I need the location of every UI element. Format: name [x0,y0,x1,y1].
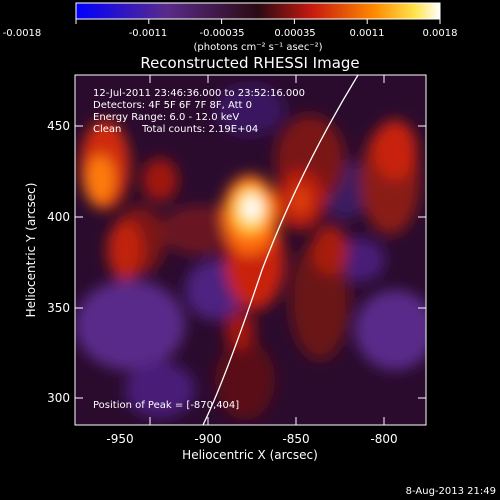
plot-frame [74,74,427,426]
y-axis-label: Heliocentric Y (arcsec) [24,183,38,318]
colorbar-tick-label: -0.0018 [3,28,42,39]
info-time-range: 12-Jul-2011 23:46:36.000 to 23:52:16.000 [93,88,305,99]
y-tick-label: 400 [47,210,70,224]
colorbar [75,2,441,20]
rhessi-image [75,75,426,425]
y-tick-label: 300 [47,391,70,405]
colorbar-tick-label: -0.00035 [200,28,245,39]
solar-limb-curve [202,75,359,425]
colorbar-tick-label: 0.0018 [423,28,458,39]
info-method: Clean [93,124,121,135]
info-detectors: Detectors: 4F 5F 6F 7F 8F, Att 0 [93,100,252,111]
x-tick-label: -950 [106,432,133,446]
x-axis-label: Heliocentric X (arcsec) [182,448,318,462]
x-tick-label: -850 [282,432,309,446]
peak-position-label: Position of Peak = [-870,404] [93,400,239,411]
colorbar-tick-label: 0.0011 [350,28,385,39]
colorbar-units: (photons cm⁻² s⁻¹ asec⁻²) [193,42,322,53]
colorbar-tick-label: -0.0011 [129,28,168,39]
footer-date: 8-Aug-2013 21:49 [406,486,496,497]
x-tick-label: -900 [194,432,221,446]
plot-title: Reconstructed RHESSI Image [140,54,359,72]
y-tick-label: 350 [47,301,70,315]
info-total-counts: Total counts: 2.19E+04 [141,124,258,135]
axis-ticks [75,75,426,425]
colorbar-ticks [75,19,441,24]
colorbar-tick-label: 0.00035 [274,28,315,39]
y-tick-label: 450 [47,119,70,133]
info-energy-range: Energy Range: 6.0 - 12.0 keV [93,112,239,123]
x-tick-label: -800 [370,432,397,446]
